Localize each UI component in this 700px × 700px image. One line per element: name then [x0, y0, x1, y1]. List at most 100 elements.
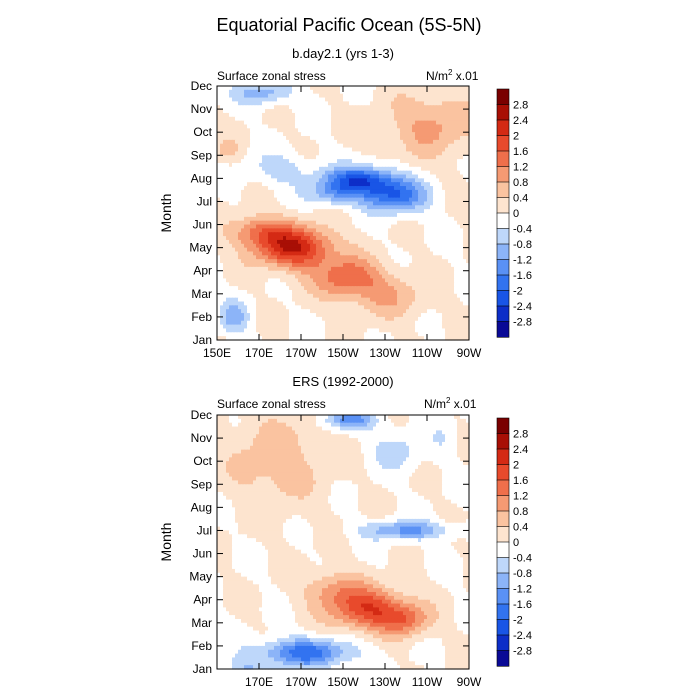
contour-cell	[241, 213, 245, 218]
contour-cell	[448, 286, 452, 291]
contour-cell	[418, 255, 422, 260]
contour-cell	[427, 293, 431, 299]
contour-cell	[274, 209, 278, 214]
contour-cell	[229, 116, 233, 122]
contour-cell	[310, 174, 314, 179]
contour-cell	[400, 136, 404, 141]
contour-cell	[316, 251, 320, 256]
contour-cell	[226, 155, 230, 160]
contour-cell	[235, 170, 239, 176]
contour-cell	[247, 309, 251, 314]
contour-cell	[307, 189, 311, 195]
contour-cell	[343, 128, 347, 133]
contour-cell	[367, 97, 371, 102]
contour-cell	[445, 86, 449, 91]
contour-cell	[271, 193, 275, 199]
contour-cell	[268, 182, 272, 187]
contour-cell	[358, 289, 362, 295]
contour-cell	[436, 97, 440, 102]
contour-cell	[262, 143, 266, 149]
contour-cell	[220, 313, 224, 318]
contour-cell	[223, 309, 227, 314]
contour-cell	[457, 97, 461, 102]
contour-cell	[262, 232, 266, 237]
contour-cell	[328, 220, 332, 226]
contour-cell	[319, 274, 323, 280]
contour-cell	[328, 263, 332, 268]
contour-cell	[376, 162, 380, 168]
contour-cell	[397, 193, 401, 199]
contour-cell	[445, 266, 449, 272]
contour-cell	[352, 220, 356, 226]
contour-cell	[367, 243, 371, 249]
contour-cell	[265, 86, 269, 91]
contour-cell	[388, 182, 392, 187]
contour-cell	[349, 189, 353, 195]
contour-cell	[409, 286, 413, 291]
contour-cell	[247, 143, 251, 149]
contour-cell	[448, 216, 452, 222]
contour-cell	[349, 143, 353, 149]
contour-cell	[289, 182, 293, 187]
contour-cell	[403, 251, 407, 256]
contour-cell	[250, 124, 254, 129]
contour-cell	[304, 220, 308, 226]
contour-cell	[319, 124, 323, 129]
contour-cell	[226, 270, 230, 276]
contour-cell	[403, 147, 407, 153]
contour-cell	[220, 247, 224, 253]
contour-cell	[373, 289, 377, 295]
contour-cell	[370, 266, 374, 272]
contour-cell	[343, 170, 347, 176]
contour-cell	[325, 282, 329, 287]
contour-cell	[253, 193, 257, 199]
contour-cell	[286, 255, 290, 260]
contour-cell	[436, 132, 440, 137]
contour-cell	[295, 297, 299, 303]
contour-cell	[466, 247, 470, 253]
contour-cell	[373, 170, 377, 176]
contour-cell	[358, 255, 362, 260]
contour-cell	[349, 255, 353, 260]
contour-cell	[436, 116, 440, 122]
contour-cell	[256, 186, 260, 191]
contour-cell	[316, 178, 320, 183]
contour-cell	[406, 166, 410, 172]
contour-cell	[346, 243, 350, 249]
contour-cell	[367, 182, 371, 187]
contour-cell	[373, 120, 377, 126]
contour-cell	[427, 239, 431, 245]
contour-cell	[352, 120, 356, 126]
contour-cell	[301, 220, 305, 226]
contour-cell	[325, 112, 329, 118]
contour-cell	[463, 162, 467, 168]
contour-cell	[274, 243, 278, 249]
contour-cell	[466, 266, 470, 272]
contour-cell	[361, 201, 365, 206]
contour-cell	[352, 162, 356, 168]
contour-cell	[229, 174, 233, 179]
contour-cell	[439, 209, 443, 214]
contour-cell	[349, 128, 353, 133]
contour-cell	[274, 93, 278, 99]
contour-cell	[238, 251, 242, 256]
contour-cell	[220, 259, 224, 264]
contour-cell	[310, 201, 314, 206]
contour-cell	[463, 186, 467, 191]
contour-cell	[301, 282, 305, 287]
contour-cell	[244, 213, 248, 218]
contour-cell	[367, 112, 371, 118]
contour-cell	[463, 197, 467, 203]
contour-cell	[304, 243, 308, 249]
contour-cell	[388, 236, 392, 241]
contour-cell	[361, 255, 365, 260]
contour-cell	[361, 228, 365, 233]
contour-cell	[463, 97, 467, 102]
contour-cell	[376, 270, 380, 276]
contour-cell	[289, 255, 293, 260]
contour-cell	[304, 266, 308, 272]
contour-cell	[373, 97, 377, 102]
contour-cell	[352, 174, 356, 179]
contour-cell	[253, 259, 257, 264]
contour-cell	[229, 178, 233, 183]
